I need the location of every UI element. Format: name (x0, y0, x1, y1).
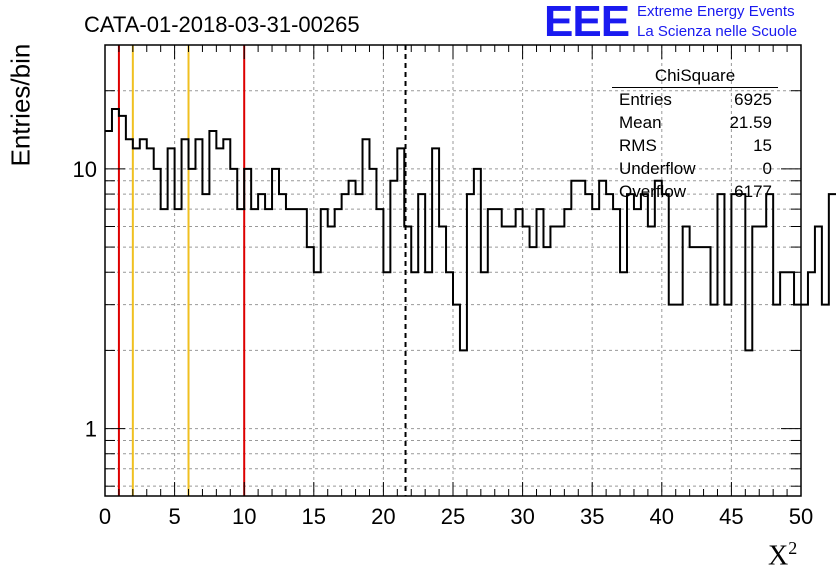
stats-label: Entries (619, 90, 672, 109)
x-axis-label-text: X (768, 540, 789, 572)
stats-value: 0 (762, 159, 772, 178)
y-tick-label: 1 (85, 417, 97, 442)
stats-value: 21.59 (729, 113, 772, 132)
stats-row-underflow: Underflow 0 (608, 157, 778, 180)
x-tick-label: 5 (168, 504, 180, 529)
stats-label: Overflow (619, 182, 687, 201)
x-tick-label: 45 (719, 504, 743, 529)
x-tick-label: 25 (441, 504, 465, 529)
stats-row-entries: Entries 6925 (608, 88, 778, 111)
x-tick-label: 20 (371, 504, 395, 529)
logo-text-line2: La Scienza nelle Scuole (637, 23, 798, 40)
chart-title: CATA-01-2018-03-31-00265 (84, 12, 360, 37)
x-tick-label: 35 (580, 504, 604, 529)
stats-box: ChiSquare Entries 6925 Mean 21.59 RMS 15 Un… (608, 66, 778, 203)
x-tick-label: 50 (789, 504, 813, 529)
stats-value: 6925 (734, 90, 772, 109)
stats-label: RMS (619, 136, 657, 155)
stats-title: ChiSquare (612, 66, 778, 88)
logo-text-line1: Extreme Energy Events (637, 3, 795, 20)
x-tick-label: 30 (510, 504, 534, 529)
x-tick-label: 15 (302, 504, 326, 529)
x-axis-label: X2 (768, 538, 797, 572)
x-tick-label: 40 (650, 504, 674, 529)
y-axis-label: Entries/bin (5, 43, 36, 167)
stats-value: 6177 (734, 182, 772, 201)
eee-logo: EEE (544, 0, 630, 46)
x-axis-label-sup: 2 (788, 538, 798, 558)
x-tick-label: 10 (232, 504, 256, 529)
x-tick-label: 0 (99, 504, 111, 529)
stats-row-mean: Mean 21.59 (608, 111, 778, 134)
stats-row-rms: RMS 15 (608, 134, 778, 157)
stats-row-overflow: Overflow 6177 (608, 180, 778, 203)
stats-value: 15 (753, 136, 772, 155)
stats-label: Underflow (619, 159, 696, 178)
stats-label: Mean (619, 113, 662, 132)
y-tick-label: 10 (73, 157, 97, 182)
